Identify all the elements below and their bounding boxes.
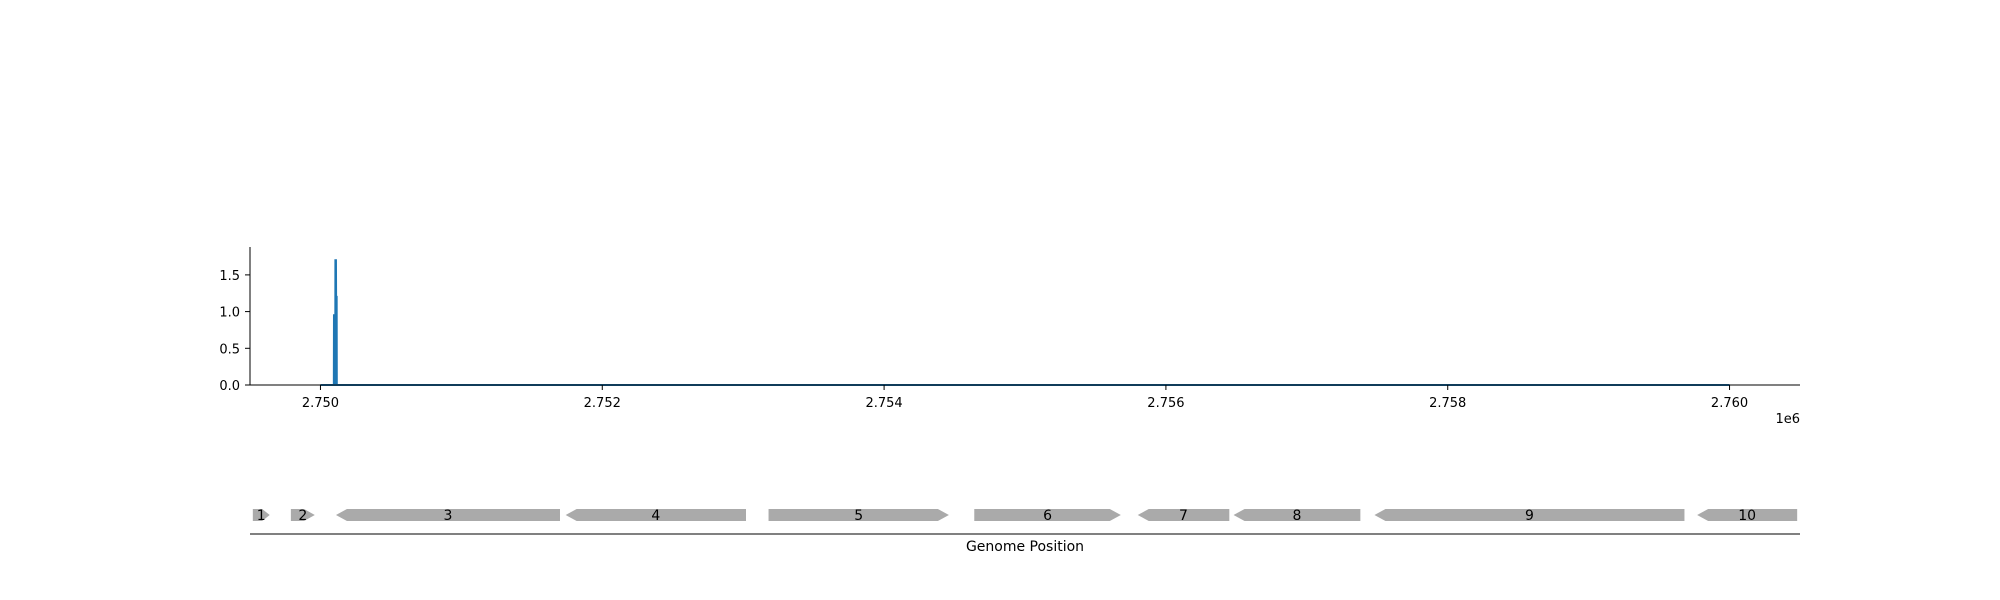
- y-tick-label: 1.5: [219, 269, 240, 284]
- y-tick-label: 0.5: [219, 342, 240, 357]
- gene-label-3: 3: [444, 508, 453, 524]
- x-tick-label: 2.760: [1711, 396, 1748, 411]
- gene-arrow-10: [1697, 509, 1798, 521]
- y-ticks: 0.0 0.5 1.0 1.5: [219, 269, 250, 394]
- x-tick-label: 2.752: [584, 396, 621, 411]
- x-ticks: 2.750 2.752 2.754 2.756 2.758 2.760: [302, 385, 1748, 411]
- gene-arrow-9: [1374, 509, 1685, 521]
- y-tick-label: 0.0: [219, 379, 240, 394]
- gene-features: 1 2 3 4 5 6 7 8 9 10: [252, 508, 1798, 524]
- gene-label-1: 1: [257, 508, 266, 524]
- coverage-series: [320, 259, 1730, 386]
- x-tick-label: 2.758: [1429, 396, 1466, 411]
- gene-arrow-6: [974, 509, 1121, 521]
- coverage-plot: 0.00.51.01.5 2.750 2.752 2.754 2.756 2.758 2.…: [219, 247, 1800, 427]
- gene-label-9: 9: [1525, 508, 1534, 524]
- gene-arrow-3: [335, 509, 560, 521]
- gene-arrow-5: [768, 509, 949, 521]
- gene-label-5: 5: [854, 508, 863, 524]
- coverage-line-0: [320, 259, 1730, 386]
- gene-label-7: 7: [1179, 508, 1188, 524]
- x-tick-label: 2.756: [1147, 396, 1184, 411]
- x-tick-label: 2.754: [865, 396, 902, 411]
- gene-label-6: 6: [1043, 508, 1052, 524]
- gene-label-2: 2: [298, 508, 307, 524]
- gene-label-4: 4: [651, 508, 660, 524]
- gene-label-10: 10: [1738, 508, 1756, 524]
- x-axis-offset-label: 1e6: [1775, 412, 1800, 427]
- x-tick-label: 2.750: [302, 396, 339, 411]
- gene-arrow-2: [290, 509, 315, 521]
- gene-arrow-4: [565, 509, 746, 521]
- x-axis-label: Genome Position: [966, 539, 1084, 555]
- y-tick-label: 1.0: [219, 306, 240, 321]
- gene-arrow-1: [252, 509, 270, 521]
- gene-label-8: 8: [1292, 508, 1301, 524]
- gene-arrow-7: [1137, 509, 1230, 521]
- gene-arrow-8: [1233, 509, 1361, 521]
- gene-track: 1 2 3 4 5 6 7 8 9 10 Genome Position: [250, 508, 1800, 555]
